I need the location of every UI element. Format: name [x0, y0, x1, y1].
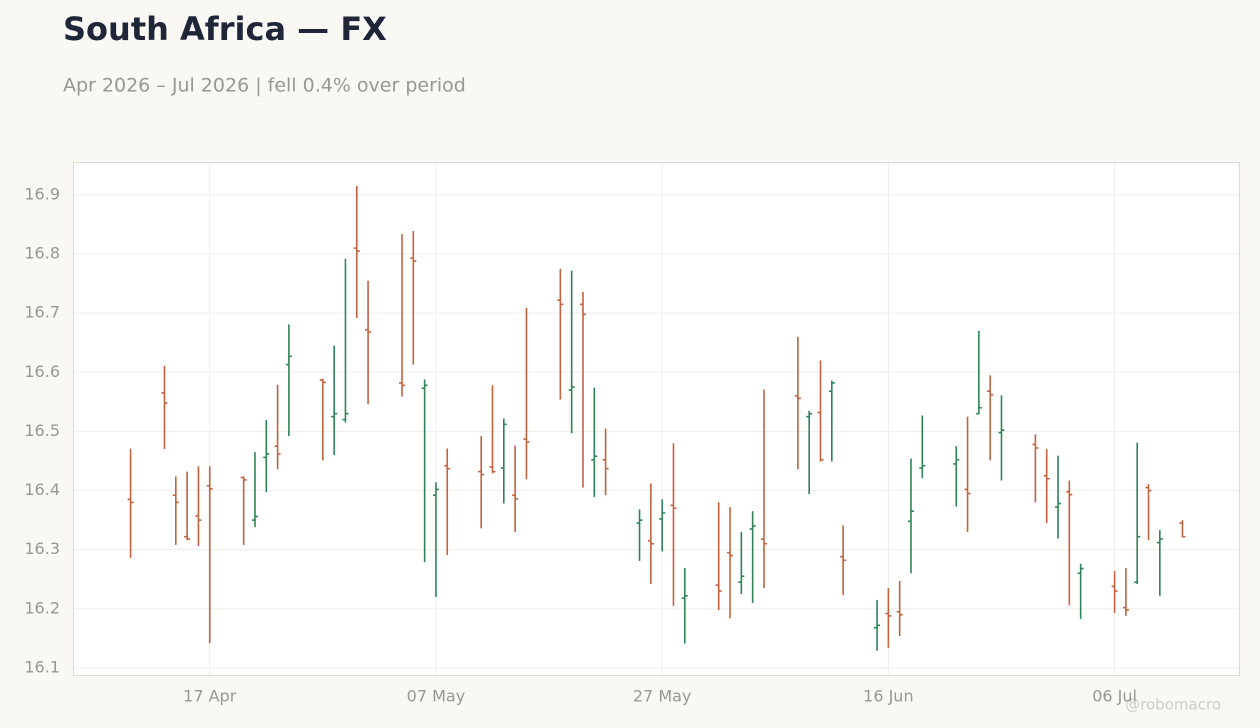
- y-tick-label: 16.9: [24, 184, 60, 203]
- x-tick-label: 06 Jul: [1092, 687, 1137, 706]
- y-tick-label: 16.1: [24, 657, 60, 676]
- x-tick-label: 07 May: [407, 687, 466, 706]
- x-tick-label: 27 May: [633, 687, 692, 706]
- plot-area: [73, 162, 1240, 676]
- x-tick-label: 16 Jun: [863, 687, 913, 706]
- y-tick-label: 16.8: [24, 244, 60, 263]
- chart-subtitle: Apr 2026 – Jul 2026 | fell 0.4% over per…: [63, 75, 466, 97]
- x-tick-label: 17 Apr: [183, 687, 237, 706]
- y-tick-label: 16.6: [24, 362, 60, 381]
- y-tick-label: 16.7: [24, 303, 60, 322]
- y-tick-label: 16.4: [24, 480, 60, 499]
- y-tick-label: 16.3: [24, 539, 60, 558]
- y-tick-label: 16.2: [24, 598, 60, 617]
- chart-title: South Africa — FX: [63, 10, 387, 48]
- y-tick-label: 16.5: [24, 421, 60, 440]
- watermark: @robomacro: [1125, 696, 1221, 714]
